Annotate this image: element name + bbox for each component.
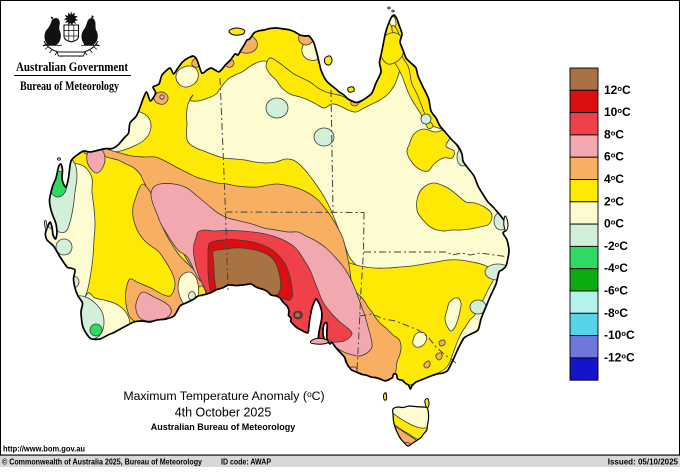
- svg-text:4th October 2025: 4th October 2025: [175, 406, 272, 420]
- svg-text:ID code: AWAP: ID code: AWAP: [221, 458, 272, 467]
- svg-text:-8oC: -8oC: [604, 306, 628, 320]
- svg-text:10oC: 10oC: [604, 105, 631, 119]
- svg-text:http://www.bom.gov.au: http://www.bom.gov.au: [3, 444, 85, 454]
- svg-text:8oC: 8oC: [604, 127, 624, 141]
- svg-text:4oC: 4oC: [604, 172, 624, 186]
- svg-text:6oC: 6oC: [604, 150, 624, 164]
- svg-text:Australian Government: Australian Government: [16, 60, 129, 74]
- svg-text:12oC: 12oC: [604, 83, 631, 97]
- svg-text:-4oC: -4oC: [604, 261, 628, 275]
- svg-text:Australian Bureau of Meteorolo: Australian Bureau of Meteorology: [151, 422, 296, 432]
- svg-text:Issued: 05/10/2025: Issued: 05/10/2025: [608, 458, 679, 467]
- svg-text:-12oC: -12oC: [604, 350, 635, 364]
- svg-text:Bureau of Meteorology: Bureau of Meteorology: [20, 79, 120, 93]
- svg-text:© Commonwealth of Australia 20: © Commonwealth of Australia 2025, Bureau…: [2, 458, 202, 467]
- svg-text:-6oC: -6oC: [604, 284, 628, 298]
- svg-text:-2oC: -2oC: [604, 239, 628, 253]
- svg-text:-10oC: -10oC: [604, 328, 635, 342]
- svg-text:2oC: 2oC: [604, 194, 624, 208]
- svg-text:Maximum Temperature Anomaly (o: Maximum Temperature Anomaly (oC): [123, 389, 324, 403]
- svg-text:0oC: 0oC: [604, 217, 624, 231]
